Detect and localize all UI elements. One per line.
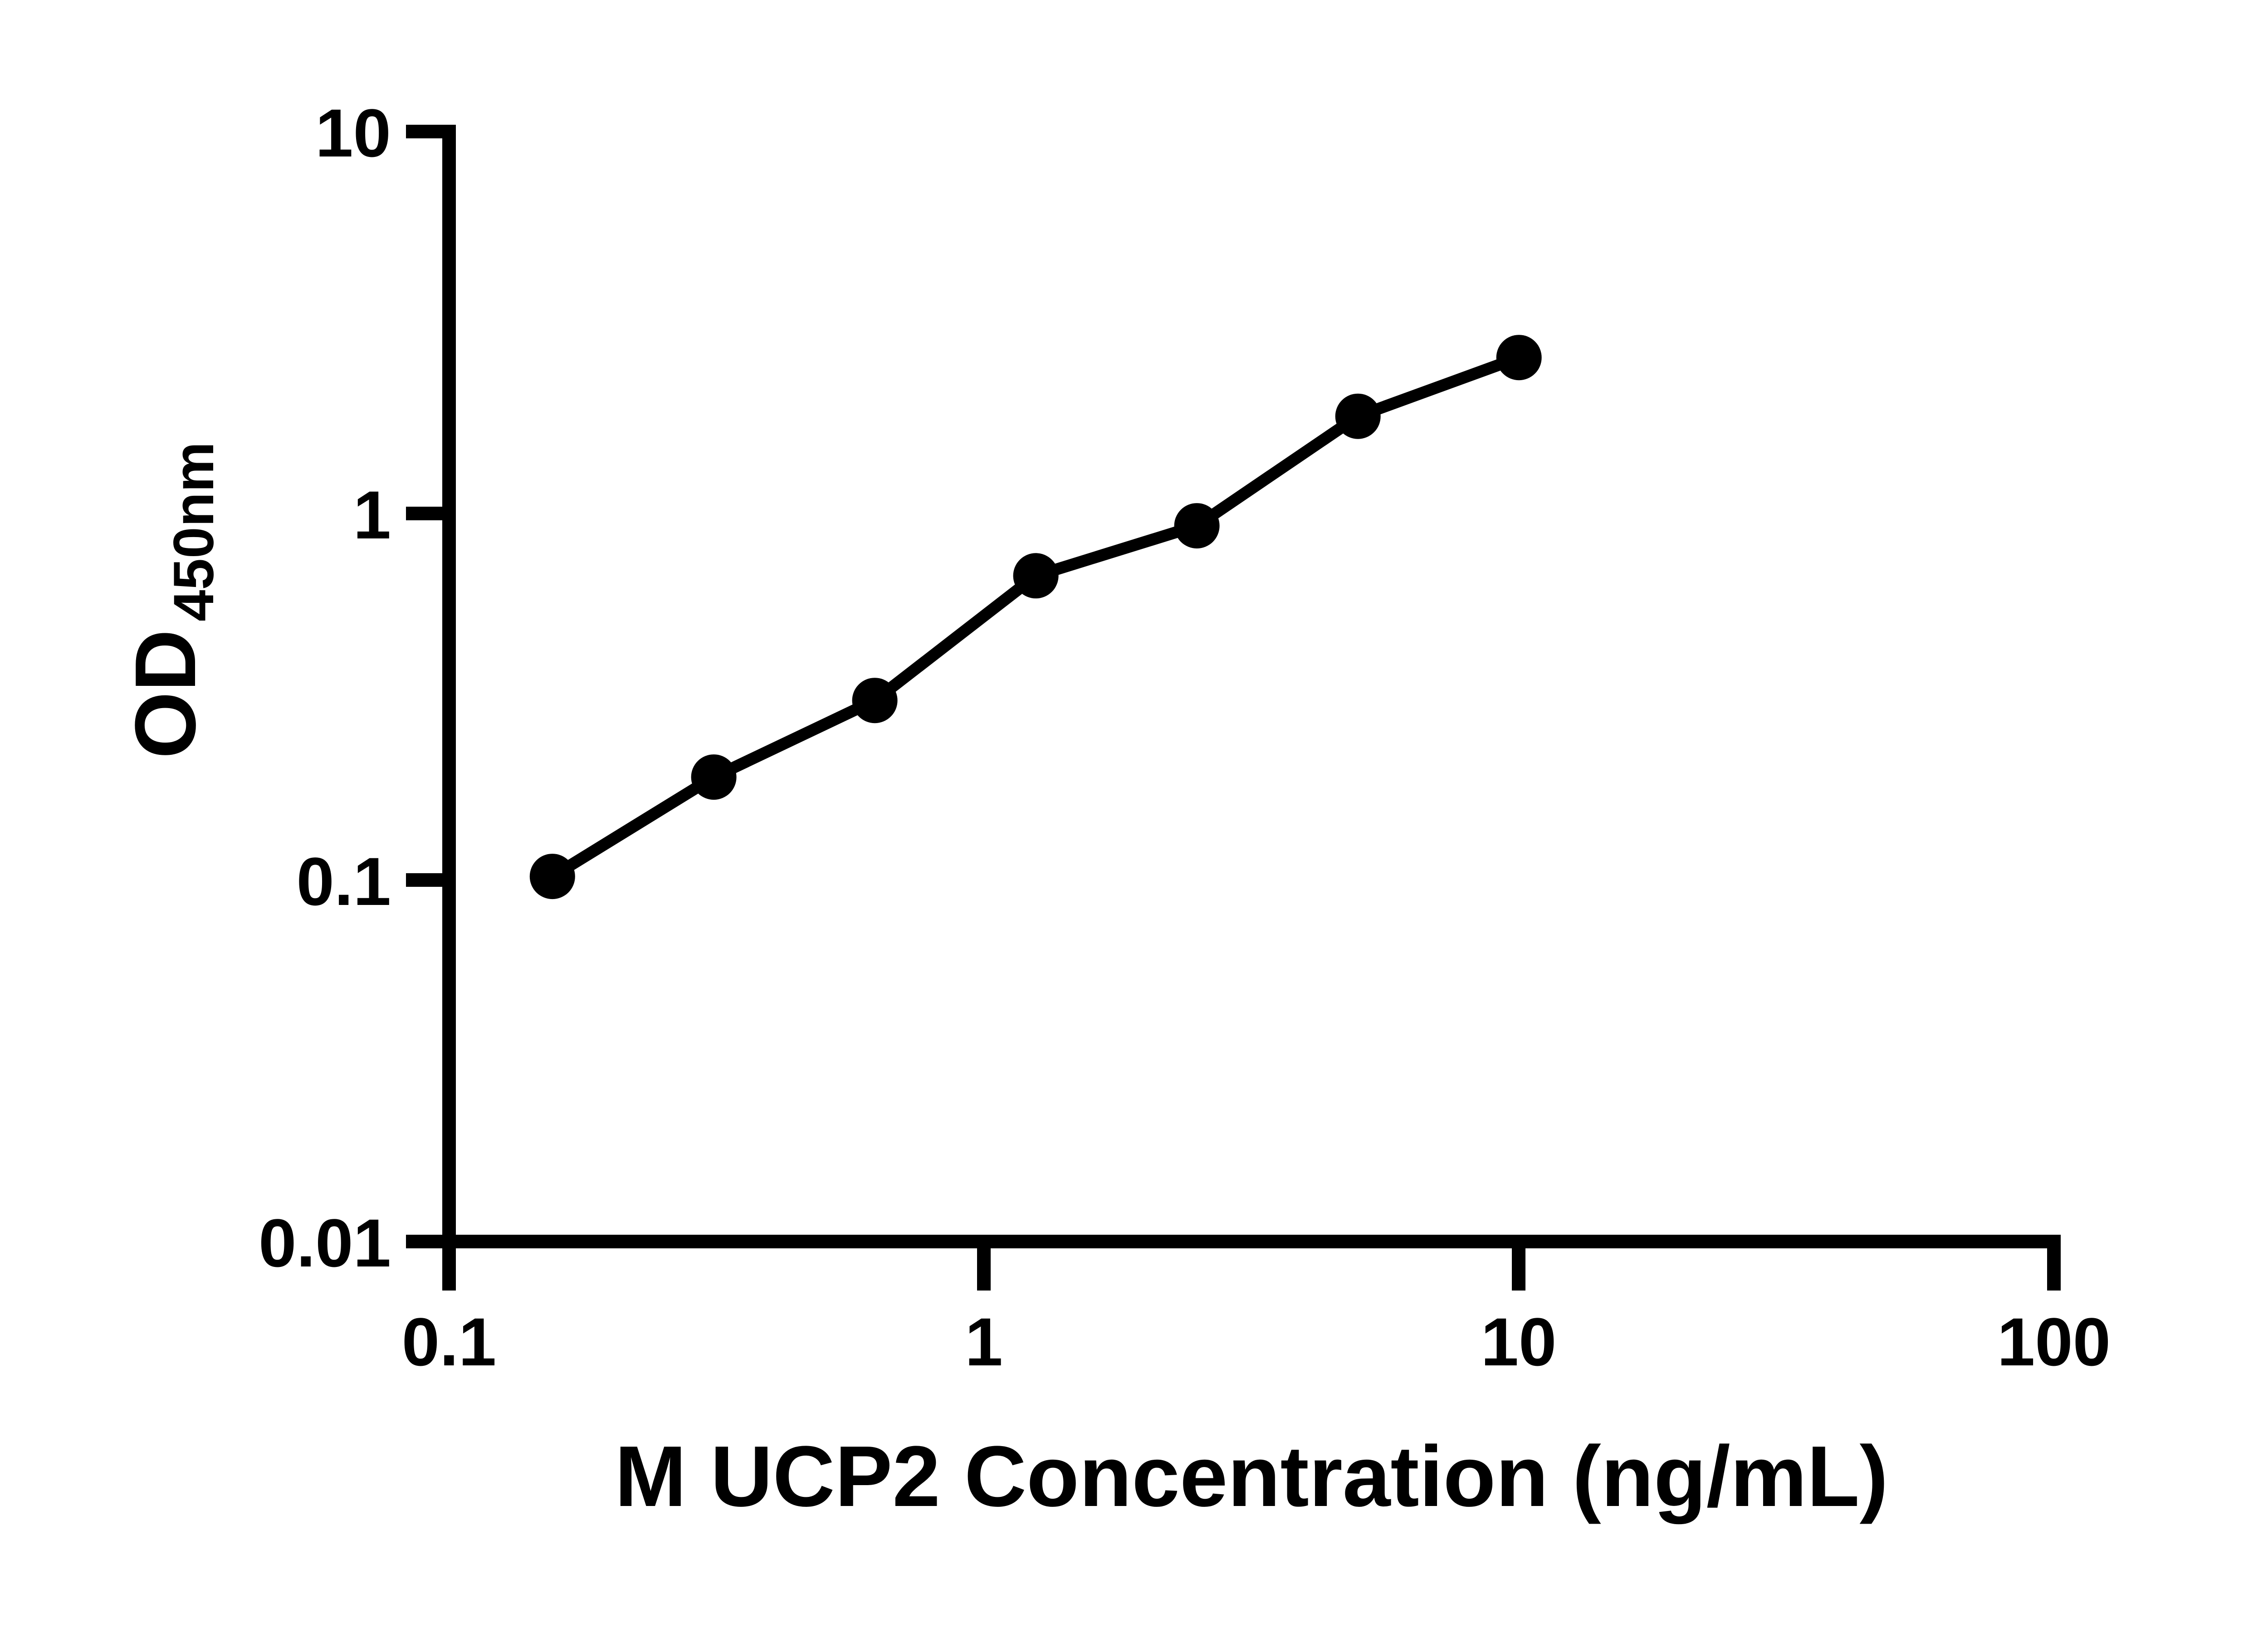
data-point-marker	[1335, 393, 1381, 439]
y-axis-title: OD 450nm	[117, 442, 225, 759]
y-tick-label-0_1: 0.1	[296, 843, 391, 919]
y-tick-label-1: 1	[353, 477, 391, 553]
y-tick-label-10: 10	[315, 95, 391, 171]
series-markers	[529, 335, 1542, 900]
data-point-marker	[1174, 503, 1220, 549]
data-point-marker	[529, 854, 575, 900]
data-point-marker	[691, 754, 737, 800]
x-axis-title: M UCP2 Concentration (ng/mL)	[615, 1428, 1888, 1525]
axis-lines	[442, 125, 2061, 1248]
y-axis-ticks	[406, 125, 449, 1248]
y-axis-tick-labels: 10 1 0.1 0.01	[259, 95, 391, 1281]
x-tick-label-10: 10	[1481, 1304, 1557, 1380]
series-line	[546, 352, 1525, 883]
x-tick-label-0_1: 0.1	[402, 1304, 497, 1380]
y-axis-title-base: OD	[117, 630, 214, 759]
x-axis-ticks	[442, 1242, 2061, 1291]
y-tick-label-0_01: 0.01	[259, 1205, 391, 1281]
x-axis-tick-labels: 0.1 1 10 100	[402, 1304, 2111, 1380]
data-point-marker	[1013, 553, 1059, 599]
data-point-marker	[852, 678, 898, 724]
data-point-marker	[1496, 335, 1542, 381]
x-tick-label-1: 1	[965, 1304, 1002, 1380]
x-tick-label-100: 100	[1997, 1304, 2111, 1380]
y-axis-title-subscript: 450nm	[162, 442, 225, 621]
